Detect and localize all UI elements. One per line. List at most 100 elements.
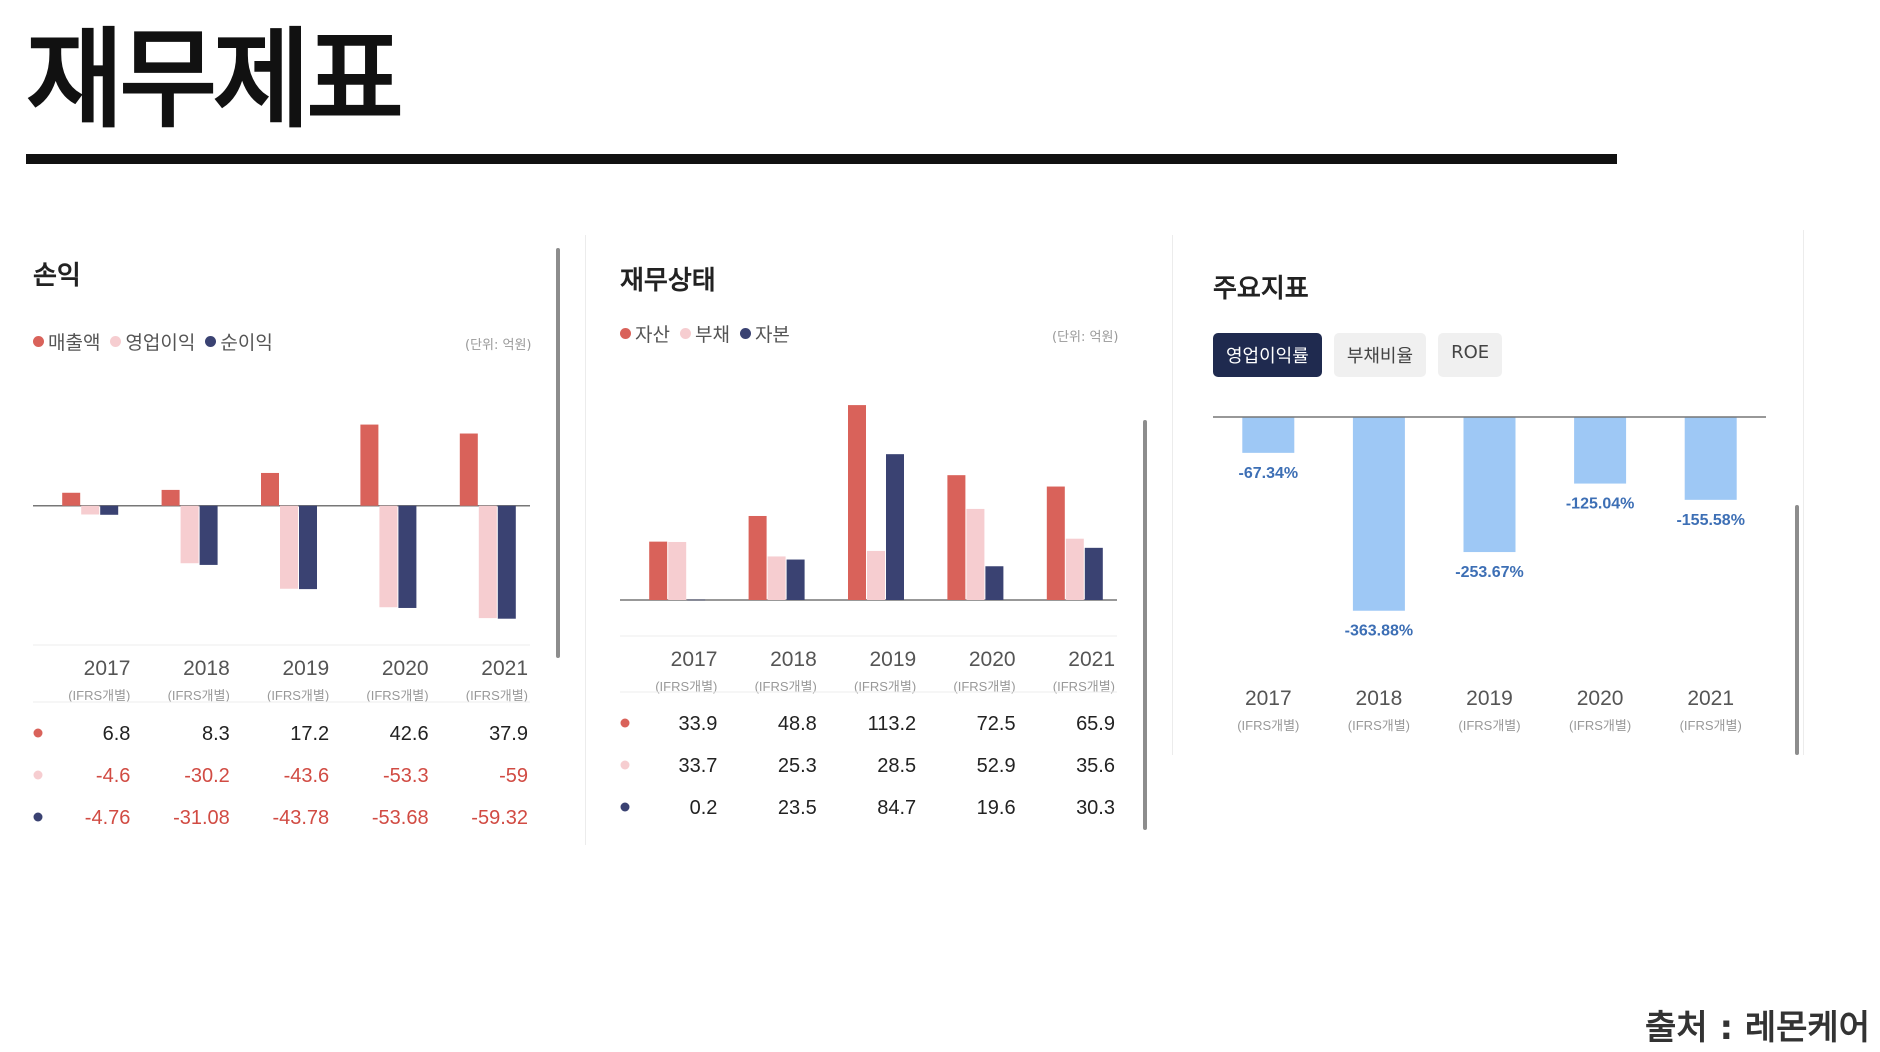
table-cell-부채-2021: 35.6 bbox=[1076, 755, 1115, 777]
year-label-2019: 2019 bbox=[869, 648, 916, 671]
legend-dot-icon bbox=[33, 336, 44, 347]
table-cell-매출액-2018: 8.3 bbox=[202, 723, 230, 745]
table-cell-부채-2018: 25.3 bbox=[778, 755, 817, 777]
year-label-2021: 2021 bbox=[1687, 687, 1734, 710]
table-cell-자산-2021: 65.9 bbox=[1076, 713, 1115, 735]
bar-순이익-2017 bbox=[100, 505, 119, 515]
bar-자본-2017 bbox=[687, 599, 706, 601]
bs-heading: 재무상태 bbox=[620, 266, 716, 296]
year-label-2018: 2018 bbox=[1356, 687, 1403, 710]
bar-영업이익률-2018 bbox=[1352, 417, 1405, 611]
value-label-2021: -155.58% bbox=[1676, 512, 1745, 529]
pl-unit: (단위: 억원) bbox=[465, 338, 532, 353]
legend-label: 순이익 bbox=[220, 332, 273, 354]
bar-순이익-2018 bbox=[199, 505, 218, 565]
year-label-2021: 2021 bbox=[1068, 648, 1115, 671]
bar-영업이익-2021 bbox=[478, 505, 497, 619]
year-label-2021: 2021 bbox=[481, 657, 528, 680]
bar-자본-2018 bbox=[786, 559, 805, 600]
year-label-2020: 2020 bbox=[969, 648, 1016, 671]
ifrs-note: (IFRS개별) bbox=[1237, 718, 1299, 733]
table-cell-자산-2017: 33.9 bbox=[678, 713, 717, 735]
bar-자산-2019 bbox=[848, 405, 866, 600]
kpi-heading: 주요지표 bbox=[1213, 274, 1309, 304]
table-cell-순이익-2020: -53.68 bbox=[372, 807, 429, 829]
year-label-2017: 2017 bbox=[671, 648, 718, 671]
table-cell-순이익-2017: -4.76 bbox=[85, 807, 131, 829]
row-marker-매출액 bbox=[33, 728, 43, 738]
bar-자산-2021 bbox=[1046, 486, 1065, 600]
bar-순이익-2019 bbox=[299, 505, 317, 590]
source-note: 출처 : 레몬케어 bbox=[1645, 1008, 1870, 1048]
kpi-chart: -67.34% 2017 (IFRS개별) -363.88% 2018 (IFRS개별) -… bbox=[1213, 416, 1766, 733]
bs-legend-item-equity: 자본 bbox=[739, 320, 790, 347]
ifrs-note: (IFRS개별) bbox=[366, 688, 428, 703]
bar-자산-2018 bbox=[748, 515, 767, 600]
legend-dot-icon bbox=[679, 328, 691, 339]
bar-영업이익-2020 bbox=[379, 505, 398, 608]
row-marker-순이익 bbox=[33, 812, 43, 822]
table-cell-순이익-2018: -31.08 bbox=[173, 807, 230, 829]
bar-자본-2019 bbox=[886, 454, 904, 600]
table-cell-자산-2018: 48.8 bbox=[778, 713, 817, 735]
ifrs-note: (IFRS개별) bbox=[1680, 718, 1742, 733]
tab-roe[interactable]: ROE bbox=[1438, 333, 1503, 377]
bar-부채-2018 bbox=[767, 556, 786, 600]
legend-dot-icon bbox=[205, 336, 217, 347]
legend-label: 자산 bbox=[635, 324, 670, 346]
kpi-tabs: 영업이익률 부채비율 ROE bbox=[1213, 333, 1503, 377]
table-cell-부채-2019: 28.5 bbox=[877, 755, 916, 777]
table-cell-매출액-2021: 37.9 bbox=[489, 723, 528, 745]
pl-legend: 매출액 영업이익 순이익 bbox=[33, 328, 273, 355]
ifrs-note: (IFRS개별) bbox=[755, 679, 817, 694]
tab-debt-ratio[interactable]: 부채비율 bbox=[1333, 333, 1427, 377]
pl-legend-item-net: 순이익 bbox=[205, 328, 273, 355]
bar-영업이익-2017 bbox=[81, 505, 100, 515]
year-label-2017: 2017 bbox=[1245, 687, 1292, 710]
bs-legend-item-assets: 자산 bbox=[620, 320, 670, 347]
bar-부채-2017 bbox=[668, 541, 687, 600]
row-marker-영업이익 bbox=[33, 770, 43, 780]
bar-부채-2019 bbox=[867, 550, 885, 600]
panel-divider bbox=[1803, 230, 1804, 755]
ifrs-note: (IFRS개별) bbox=[466, 688, 528, 703]
legend-dot-icon bbox=[739, 328, 751, 339]
bar-영업이익률-2020 bbox=[1574, 417, 1627, 484]
value-label-2017: -67.34% bbox=[1239, 465, 1299, 482]
pl-legend-item-revenue: 매출액 bbox=[33, 328, 100, 355]
pl-scrollbar[interactable] bbox=[556, 248, 560, 658]
ifrs-note: (IFRS개별) bbox=[655, 679, 717, 694]
pl-chart: 2017 (IFRS개별) 6.8 -4.6 -4.76 2018 (IFRS개별) 8.3 -… bbox=[33, 424, 530, 829]
bar-영업이익률-2021 bbox=[1684, 417, 1737, 500]
table-cell-매출액-2020: 42.6 bbox=[390, 723, 429, 745]
bar-순이익-2020 bbox=[398, 505, 417, 608]
ifrs-note: (IFRS개별) bbox=[1569, 718, 1631, 733]
year-label-2019: 2019 bbox=[1466, 687, 1513, 710]
table-cell-순이익-2021: -59.32 bbox=[471, 807, 528, 829]
row-marker-자산 bbox=[620, 718, 630, 728]
table-cell-자본-2017: 0.2 bbox=[690, 797, 718, 819]
bs-scrollbar[interactable] bbox=[1143, 420, 1147, 830]
legend-label: 부채 bbox=[694, 324, 730, 346]
bar-매출액-2021 bbox=[459, 433, 478, 506]
bs-unit: (단위: 억원) bbox=[1052, 330, 1119, 345]
year-label-2018: 2018 bbox=[770, 648, 817, 671]
table-cell-영업이익-2019: -43.6 bbox=[284, 765, 330, 787]
table-cell-부채-2020: 52.9 bbox=[977, 755, 1016, 777]
year-label-2020: 2020 bbox=[382, 657, 429, 680]
bar-순이익-2021 bbox=[497, 505, 516, 619]
table-cell-매출액-2019: 17.2 bbox=[290, 723, 329, 745]
title-underline bbox=[26, 154, 1617, 164]
bar-매출액-2020 bbox=[360, 424, 379, 506]
legend-dot-icon bbox=[110, 336, 122, 347]
pl-legend-item-operating: 영업이익 bbox=[110, 328, 195, 355]
value-label-2019: -253.67% bbox=[1455, 564, 1524, 581]
tab-operating-margin[interactable]: 영업이익률 bbox=[1213, 333, 1322, 377]
row-marker-부채 bbox=[620, 760, 630, 770]
ifrs-note: (IFRS개별) bbox=[1053, 679, 1115, 694]
table-cell-자본-2021: 30.3 bbox=[1076, 797, 1115, 819]
value-label-2018: -363.88% bbox=[1345, 623, 1414, 640]
bar-매출액-2019 bbox=[261, 472, 279, 506]
table-cell-자본-2020: 19.6 bbox=[977, 797, 1016, 819]
kpi-scrollbar[interactable] bbox=[1795, 505, 1799, 755]
